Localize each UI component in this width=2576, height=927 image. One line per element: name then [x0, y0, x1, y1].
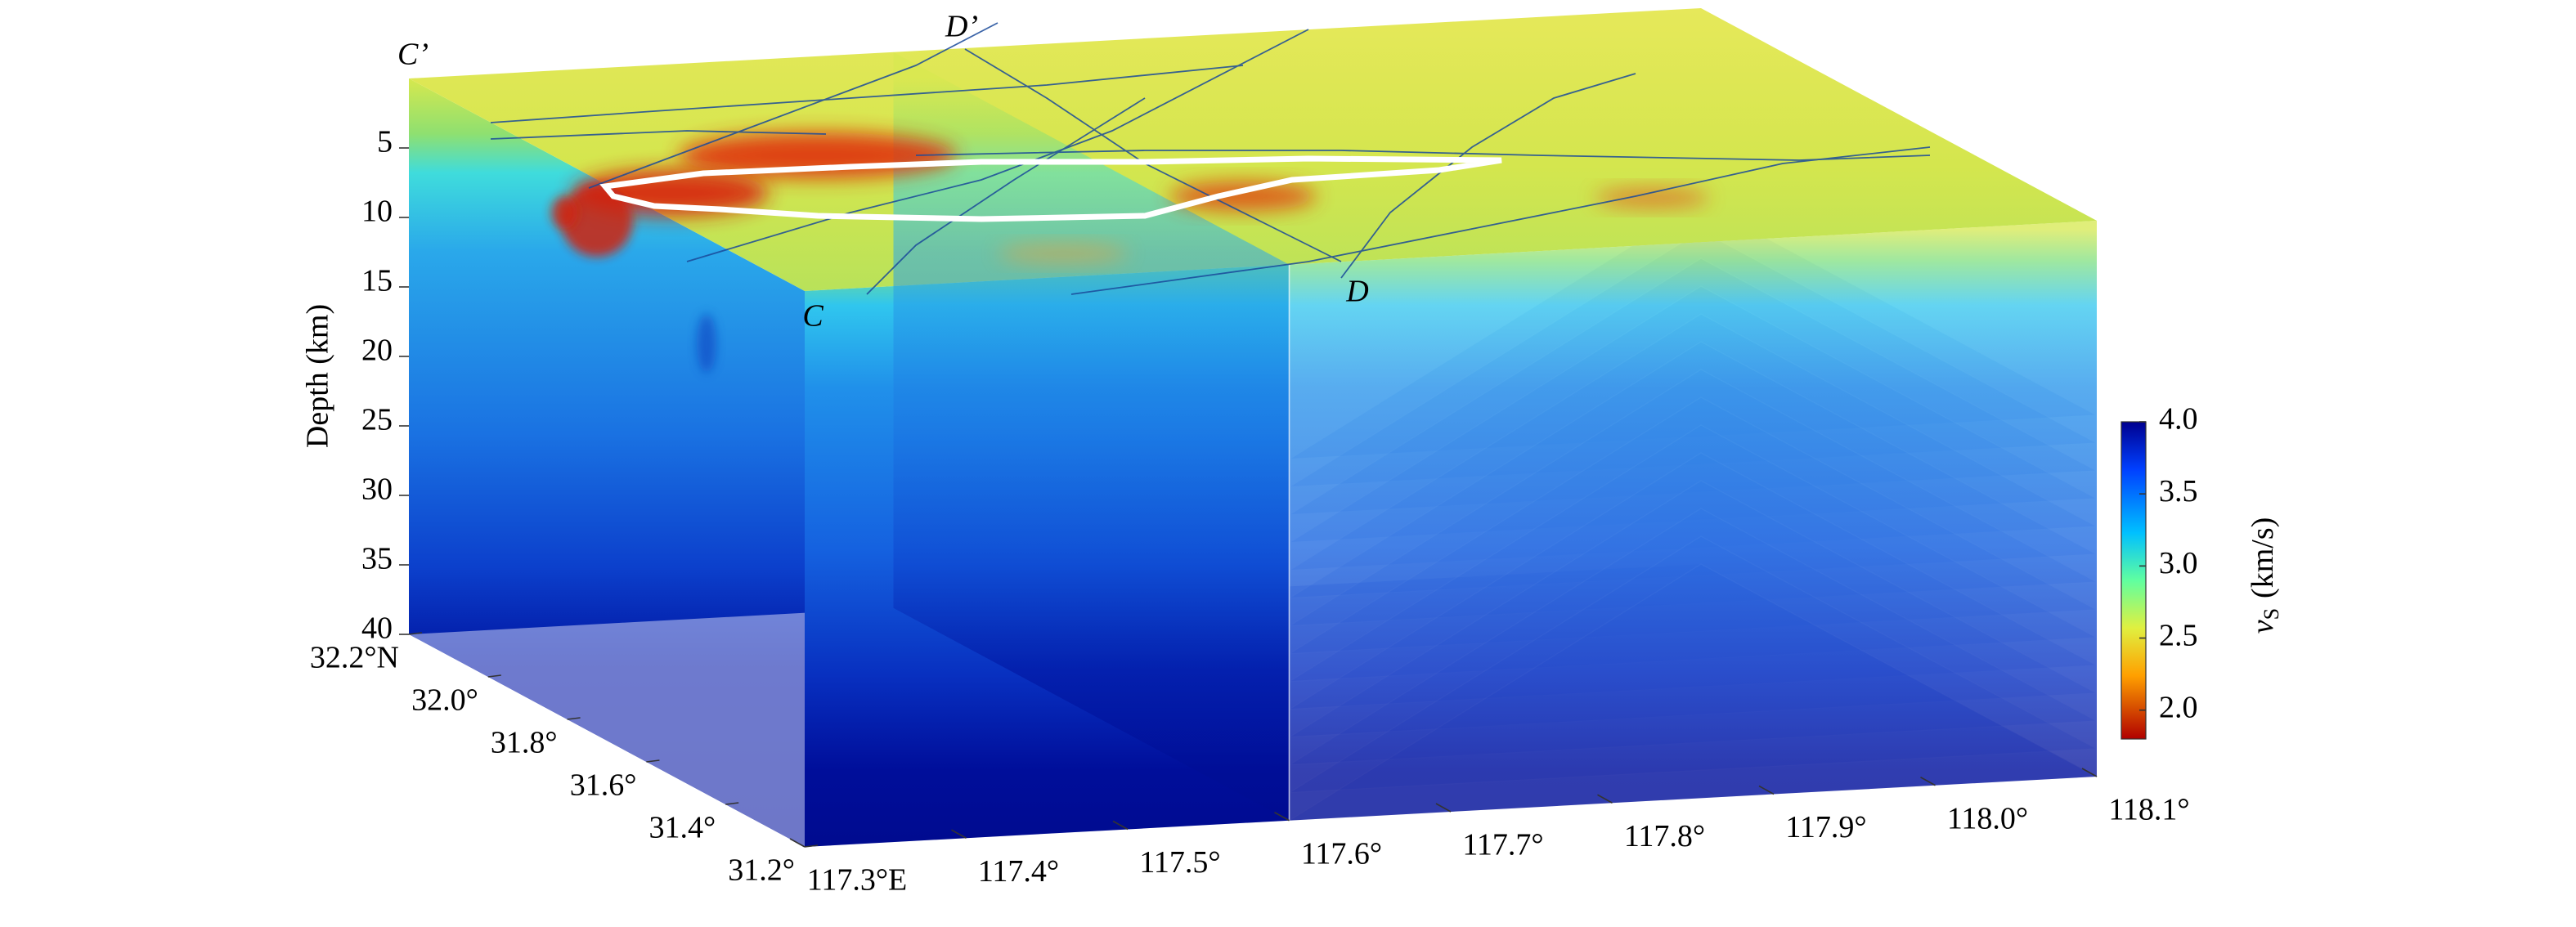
- x-tick: [789, 838, 806, 848]
- x-tick: [2081, 768, 2098, 777]
- y-tick: [725, 802, 739, 805]
- x-tick: [1920, 777, 1936, 786]
- y-tick-label: 32.2°N: [310, 641, 399, 675]
- y-tick-label: 31.4°: [648, 811, 716, 845]
- y-tick-label: 31.6°: [570, 768, 637, 803]
- z-tick-label: 30: [361, 472, 393, 507]
- left-anomalies: [551, 185, 716, 373]
- colorbar-label: vS (km/s): [2246, 517, 2283, 634]
- z-tick-label: 15: [361, 264, 393, 298]
- x-tick-label: 117.3°E: [807, 863, 908, 898]
- x-tick: [1112, 820, 1129, 831]
- x-tick: [951, 829, 967, 839]
- x-tick-label: 117.6°: [1301, 836, 1382, 871]
- x-tick: [1274, 812, 1290, 822]
- z-tick-label: 5: [377, 125, 393, 159]
- colorbar-unit: (km/s): [2246, 517, 2280, 598]
- front-face: [1289, 221, 2097, 821]
- y-tick: [487, 674, 501, 678]
- y-tick-label: 31.2°: [728, 853, 795, 888]
- x-tick-label: 117.9°: [1785, 810, 1866, 844]
- volume: [409, 8, 2099, 847]
- z-tick-label: 25: [361, 403, 393, 437]
- colorbar-tick-label: 4.0: [2159, 402, 2198, 437]
- y-tick: [646, 759, 660, 763]
- profile-label: D: [1345, 275, 1368, 309]
- y-tick: [804, 844, 819, 848]
- colorbar-tick-label: 2.5: [2159, 618, 2198, 652]
- profile-face: [893, 52, 1290, 821]
- colorbar-subscript: S: [2260, 608, 2283, 620]
- y-tick: [408, 632, 423, 635]
- profile-label: C: [802, 299, 824, 334]
- colorbar: [2120, 421, 2147, 740]
- colorbar-tick-label: 3.5: [2159, 474, 2198, 508]
- top-face: [409, 8, 2097, 291]
- x-tick-label: 118.0°: [1947, 801, 2028, 835]
- x-tick: [1597, 794, 1613, 804]
- z-tick-label: 20: [361, 334, 393, 368]
- profile-label: D’: [945, 10, 978, 44]
- depth-axis-label: Depth (km): [301, 304, 335, 448]
- x-tick-label: 117.7°: [1462, 828, 1543, 862]
- colorbar-tick-label: 3.0: [2159, 546, 2198, 580]
- z-tick-label: 40: [361, 611, 393, 646]
- x-tick-label: 118.1°: [2108, 793, 2189, 827]
- rupture-outline: [599, 155, 1502, 222]
- x-tick-label: 117.8°: [1624, 819, 1705, 853]
- colorbar-tick-label: 2.0: [2159, 690, 2198, 724]
- z-tick-label: 35: [361, 542, 393, 576]
- y-tick: [567, 717, 581, 720]
- x-tick: [1435, 803, 1452, 813]
- z-tick-label: 10: [361, 195, 393, 229]
- x-tick: [1758, 785, 1775, 795]
- colorbar-symbol: v: [2246, 620, 2280, 634]
- x-tick-label: 117.5°: [1139, 845, 1220, 880]
- profile-label: C’: [397, 38, 429, 72]
- y-tick-label: 32.0°: [411, 683, 478, 718]
- y-tick-label: 31.8°: [491, 726, 558, 760]
- x-tick-label: 117.4°: [978, 854, 1059, 889]
